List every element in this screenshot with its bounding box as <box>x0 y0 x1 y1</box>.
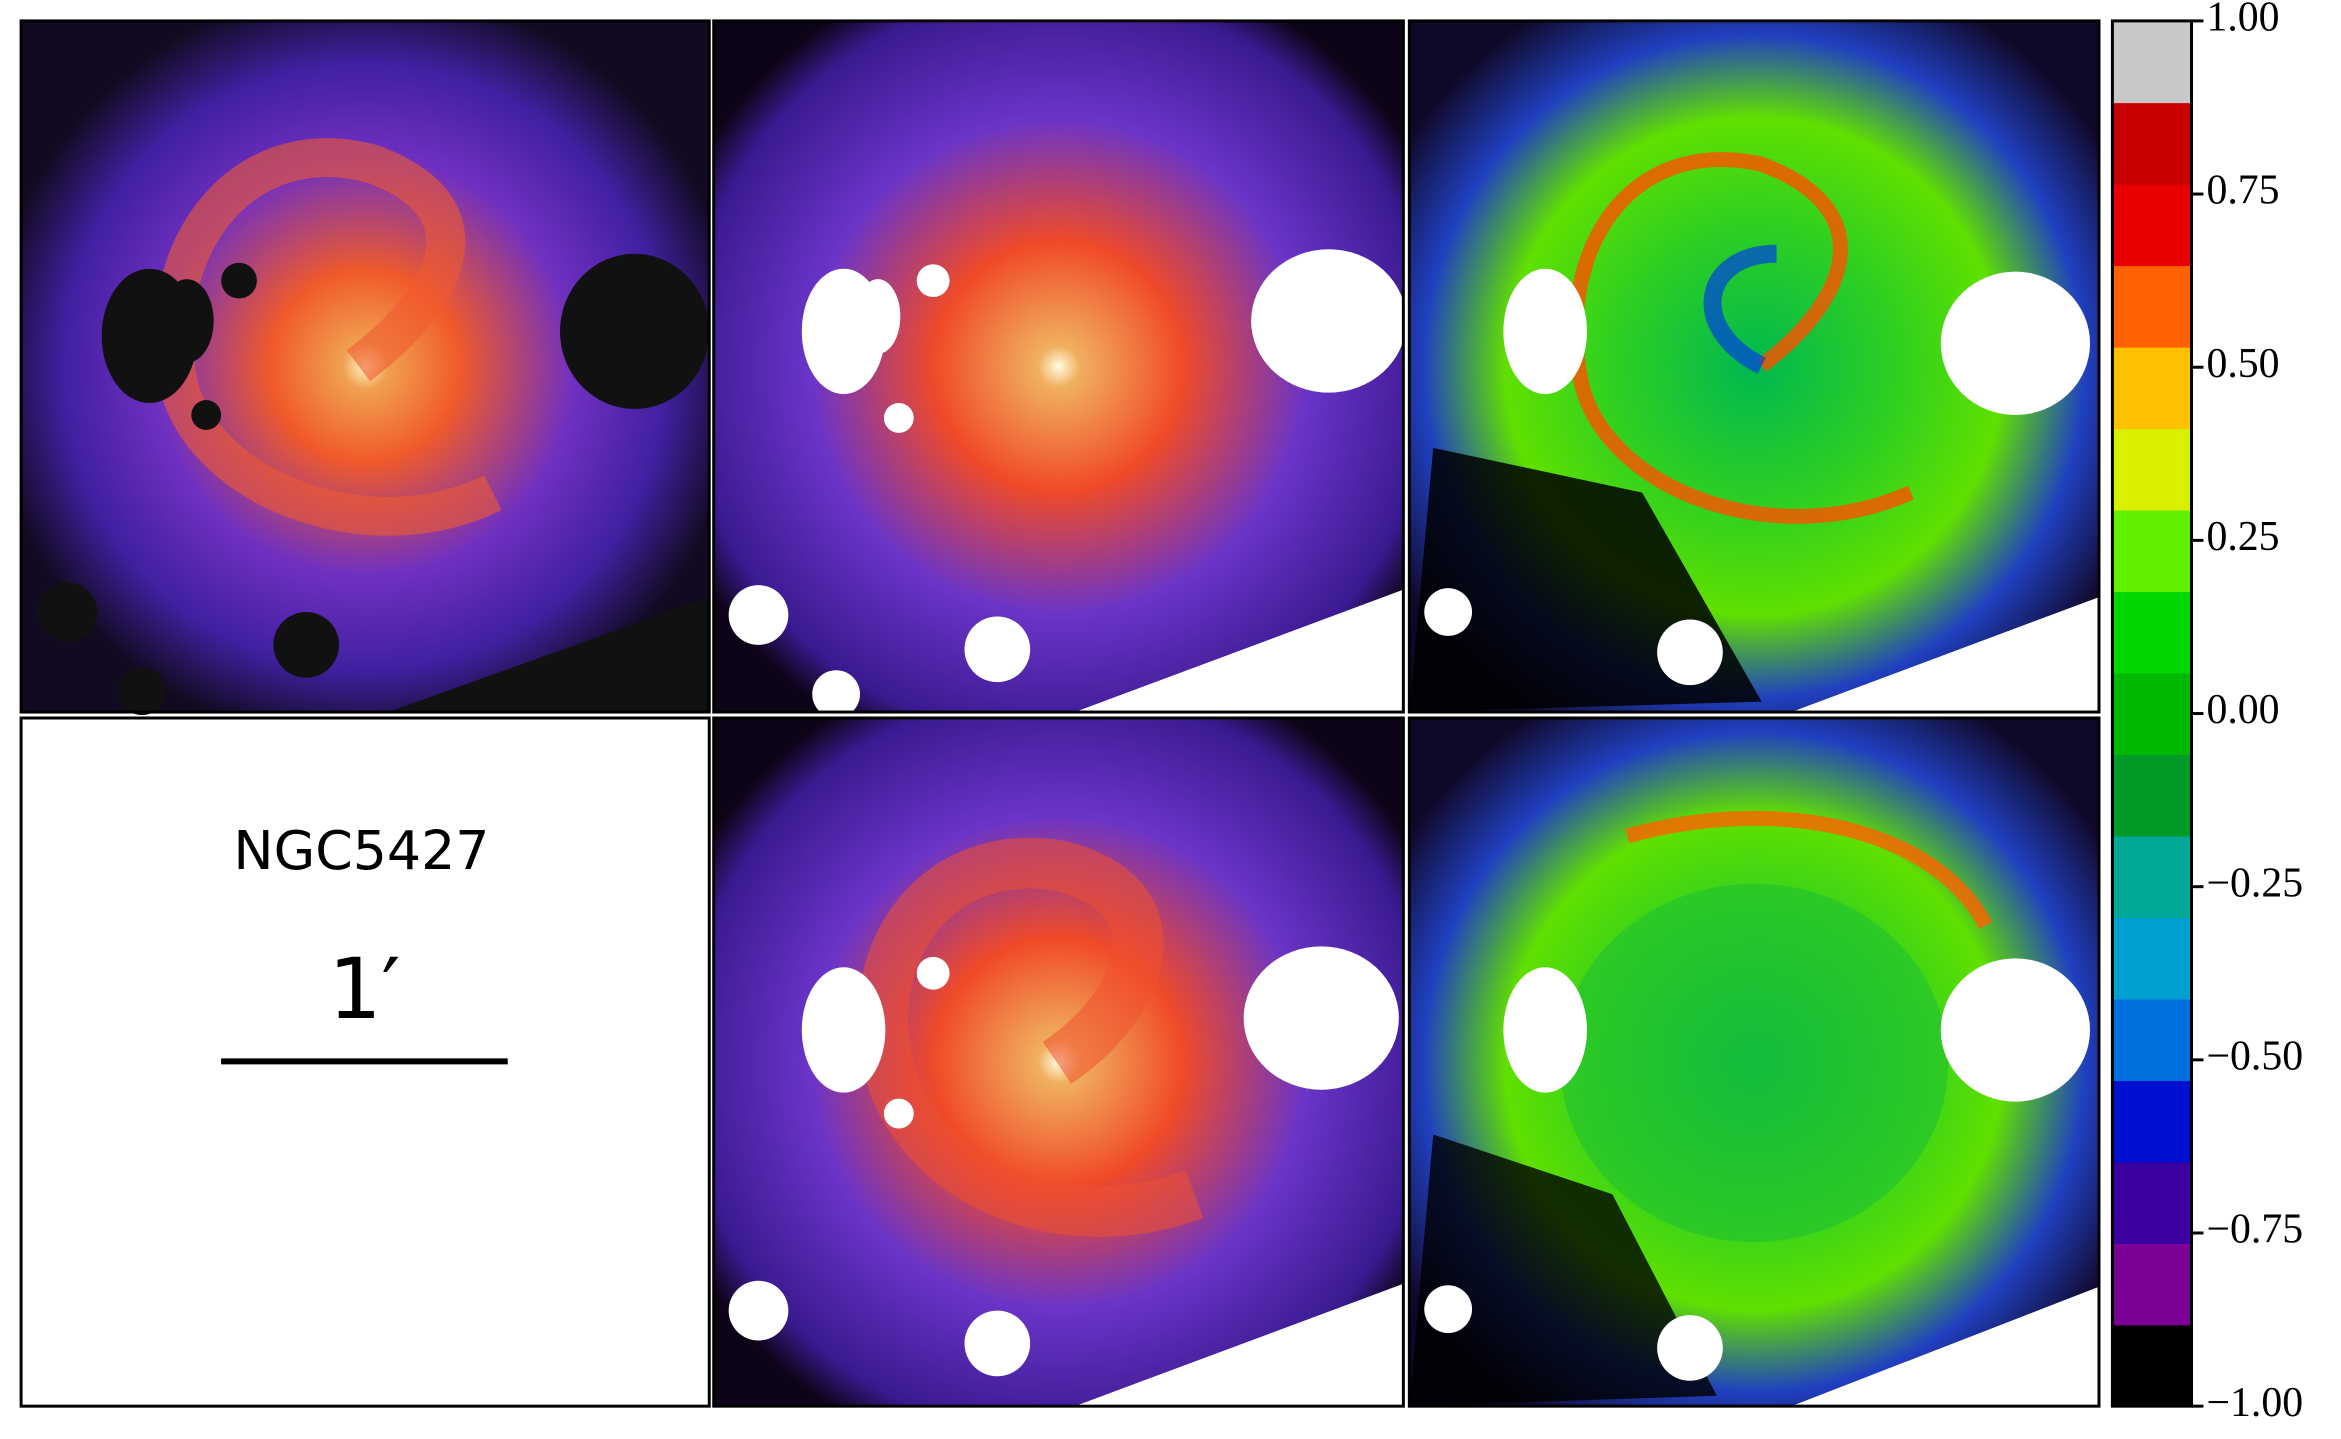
colorbar-band <box>2112 20 2192 104</box>
colorbar-band <box>2112 509 2192 593</box>
model-panel <box>713 20 1407 719</box>
colorbar-tick-label: 0.75 <box>2206 168 2279 214</box>
colorbar-band <box>2112 428 2192 511</box>
colorbar-band <box>2112 183 2192 267</box>
colorbar-tick-label: −0.25 <box>2206 860 2303 906</box>
colorbar-tick-label: 0.25 <box>2206 514 2279 560</box>
colorbar: −1.00 −0.75 −0.50 −0.25 0.00 0.25 0.50 0.75 1.00 <box>2110 0 2303 1426</box>
colorbar-band <box>2112 1324 2192 1407</box>
colorbar-band <box>2112 265 2192 348</box>
galaxy-name: NGC5427 <box>233 819 489 882</box>
colorbar-band <box>2112 1243 2192 1326</box>
colorbar-band <box>2112 1080 2192 1163</box>
colorbar-tick-label: 1.00 <box>2206 0 2279 40</box>
colorbar-tick-label: −0.75 <box>2206 1207 2303 1253</box>
colorbar-band <box>2112 591 2192 674</box>
colorbar-tick-label: −0.50 <box>2206 1033 2303 1079</box>
scale-label: 1′ <box>328 940 400 1038</box>
spiral-residual-panel <box>1409 718 2099 1407</box>
colorbar-band <box>2112 835 2192 918</box>
observed-panel <box>21 20 710 716</box>
colorbar-band <box>2112 998 2192 1081</box>
colorbar-band <box>2112 102 2192 185</box>
spiral-model-panel <box>713 718 1404 1407</box>
colorbar-band <box>2112 917 2192 1000</box>
residual-panel <box>1409 20 2099 713</box>
colorbar-band <box>2112 754 2192 837</box>
panel-frames <box>19 19 2101 1408</box>
colorbar-tick-label: 0.00 <box>2206 687 2279 733</box>
colorbar-band <box>2112 672 2192 756</box>
colorbar-band <box>2112 346 2192 430</box>
colorbar-band <box>2112 1161 2192 1244</box>
label-panel: NGC5427 1′ <box>21 718 710 1407</box>
colorbar-tick-label: 0.50 <box>2206 341 2279 387</box>
colorbar-tick-label: −1.00 <box>2206 1380 2303 1426</box>
